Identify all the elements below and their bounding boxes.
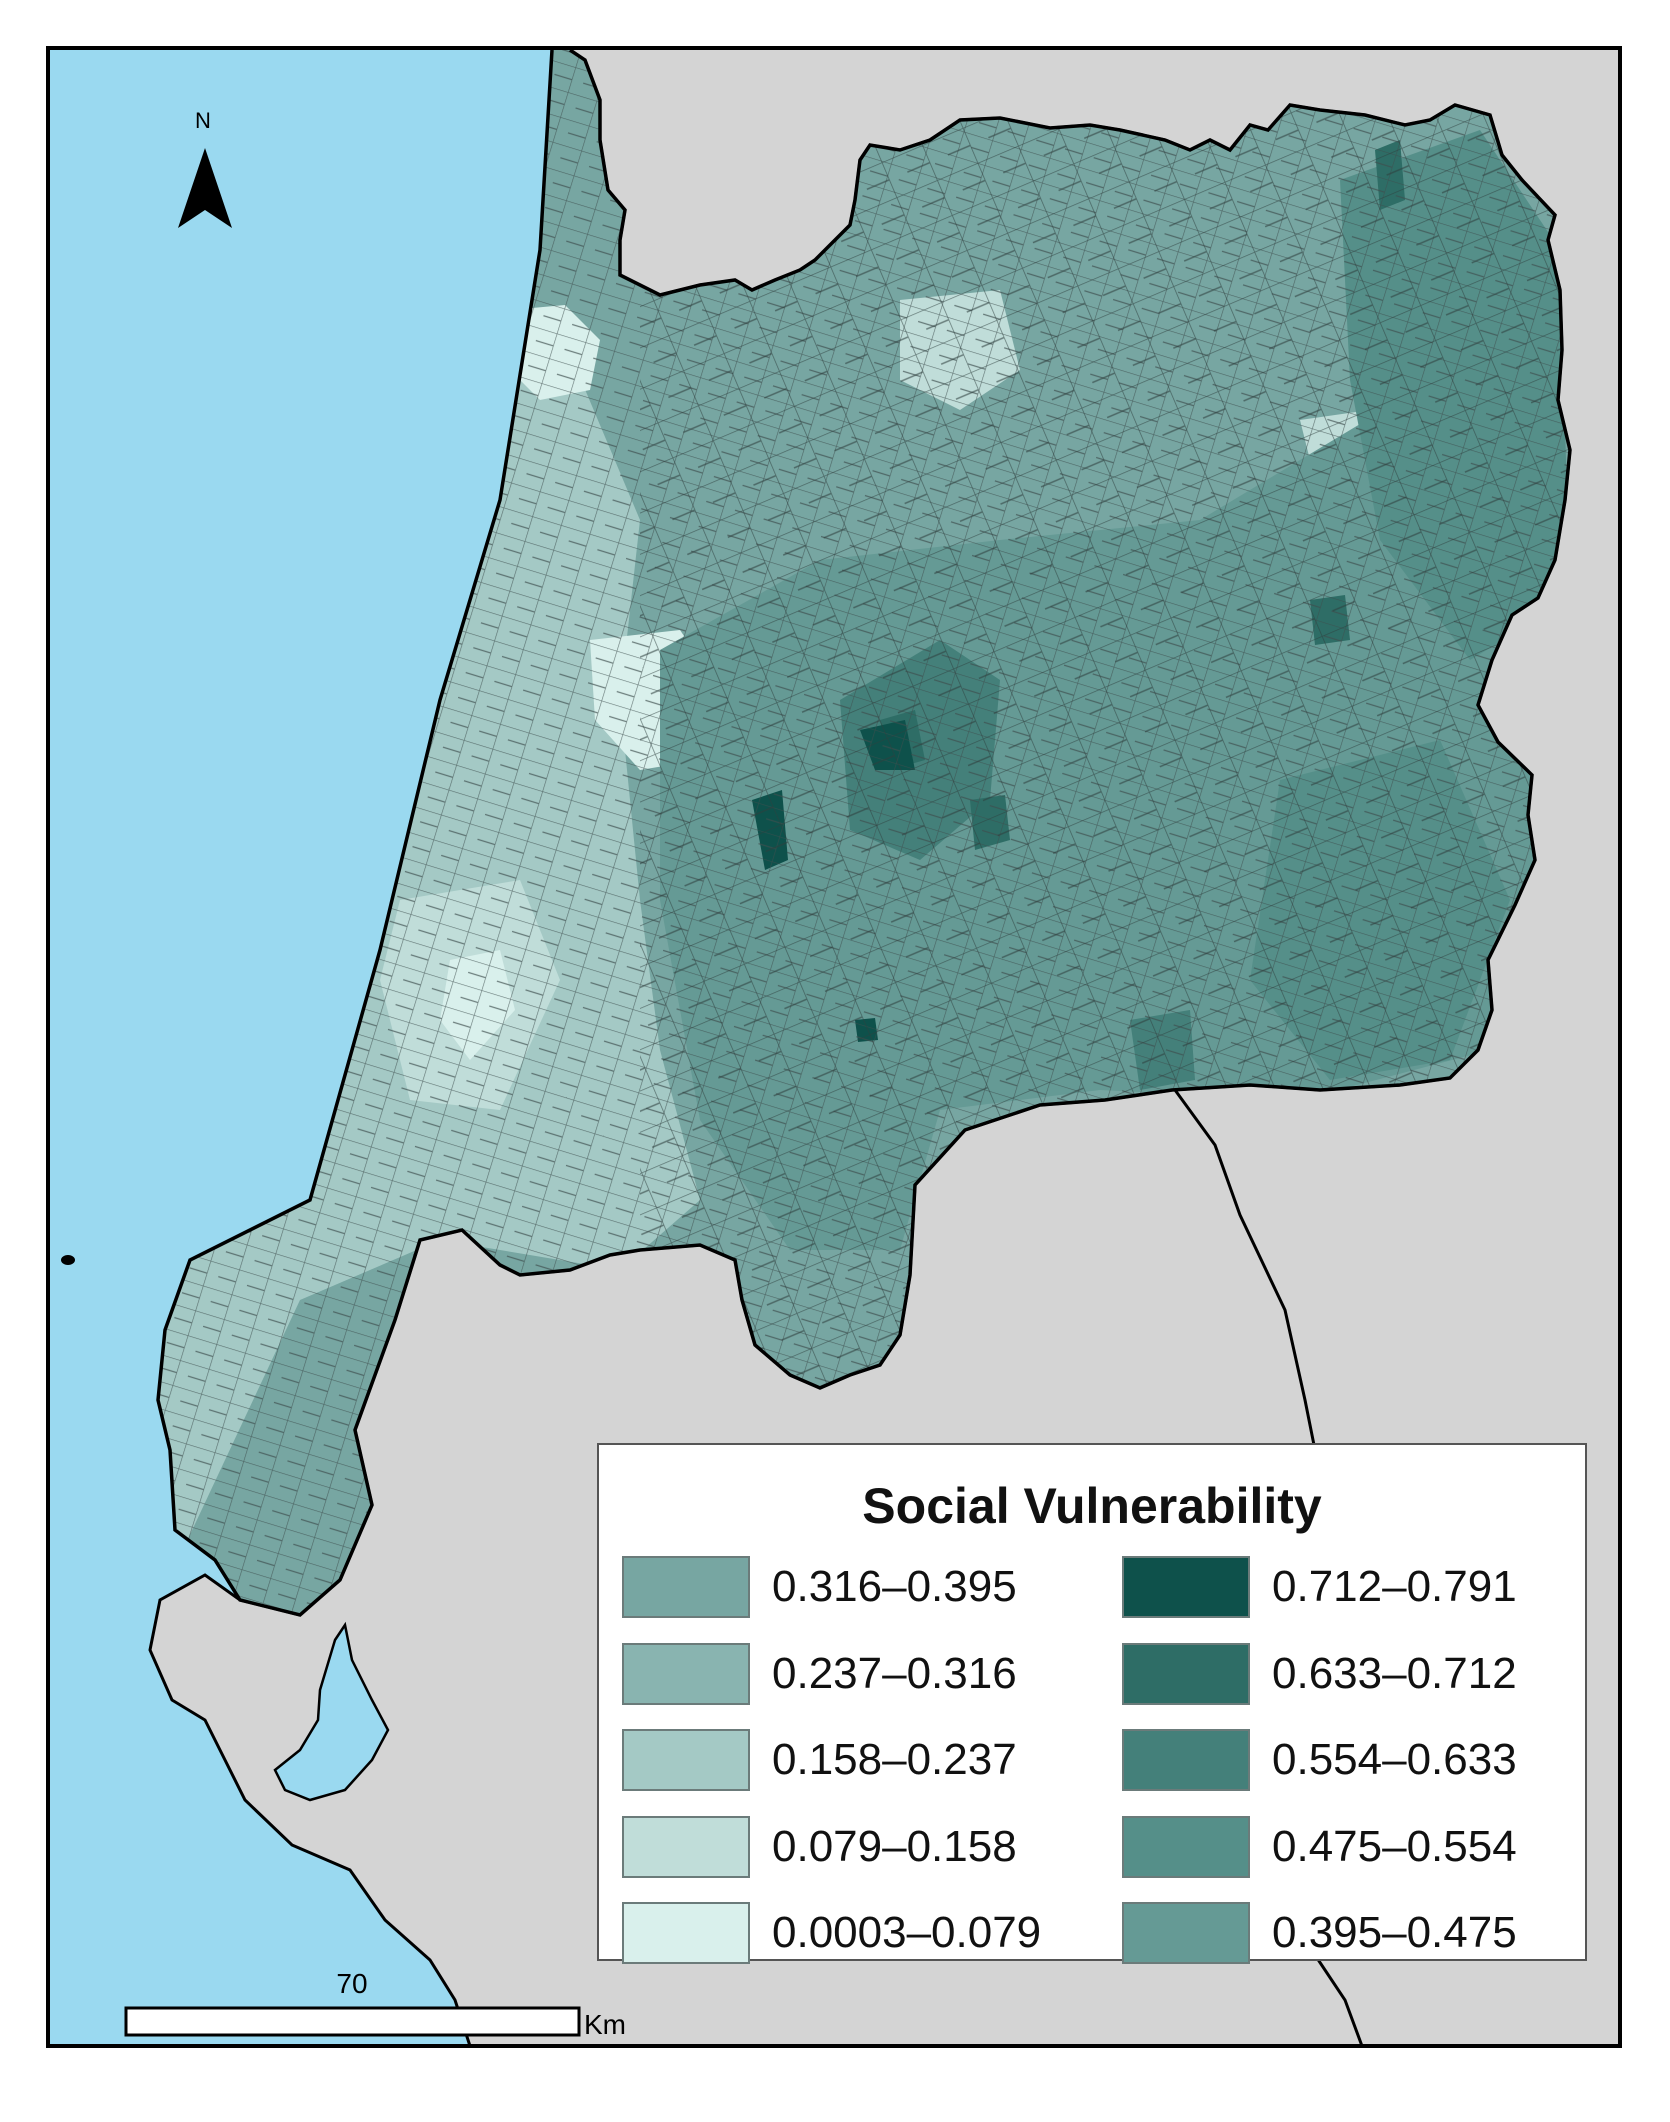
- legend-swatch: [622, 1642, 750, 1705]
- legend-label: 0.395–0.475: [1272, 1908, 1517, 1957]
- legend-label: 0.554–0.633: [1272, 1735, 1517, 1784]
- legend-swatch: [1122, 1642, 1250, 1705]
- scale-bar: 70 Km: [124, 1968, 626, 2040]
- legend-label: 0.237–0.316: [772, 1648, 1017, 1698]
- legend-swatch: [1122, 1729, 1250, 1791]
- legend-swatch: [1122, 1556, 1250, 1618]
- island: [61, 1255, 75, 1265]
- scale-unit: Km: [584, 2009, 626, 2040]
- legend-label: 0.0003–0.079: [772, 1908, 1042, 1957]
- legend-swatch: [622, 1729, 750, 1791]
- region-outline: [156, 48, 1572, 1617]
- estuary: [273, 1621, 390, 1802]
- map-frame: [46, 46, 1622, 2048]
- scale-value: 70: [336, 1968, 367, 1999]
- svg-text:N: N: [195, 108, 211, 133]
- legend-swatch: [622, 1815, 750, 1878]
- legend-swatch: [622, 1556, 750, 1618]
- legend-label: 0.712–0.791: [1272, 1562, 1517, 1611]
- legend-label: 0.316–0.395: [772, 1562, 1017, 1611]
- legend: Social Vulnerability 0.316–0.395 0.237–0.…: [597, 1443, 1587, 1964]
- legend-label: 0.633–0.712: [1272, 1648, 1517, 1698]
- legend-swatch: [1122, 1815, 1250, 1878]
- legend-swatch: [1122, 1902, 1250, 1964]
- legend-label: 0.079–0.158: [772, 1821, 1017, 1871]
- legend-label: 0.158–0.237: [772, 1735, 1017, 1784]
- border-line: [1173, 1089, 1317, 1451]
- legend-title: Social Vulnerability: [862, 1478, 1322, 1534]
- north-arrow-icon: N: [178, 108, 232, 228]
- border-line-south: [1313, 1954, 1364, 2046]
- legend-swatch: [622, 1902, 750, 1964]
- legend-label: 0.475–0.554: [1272, 1821, 1517, 1871]
